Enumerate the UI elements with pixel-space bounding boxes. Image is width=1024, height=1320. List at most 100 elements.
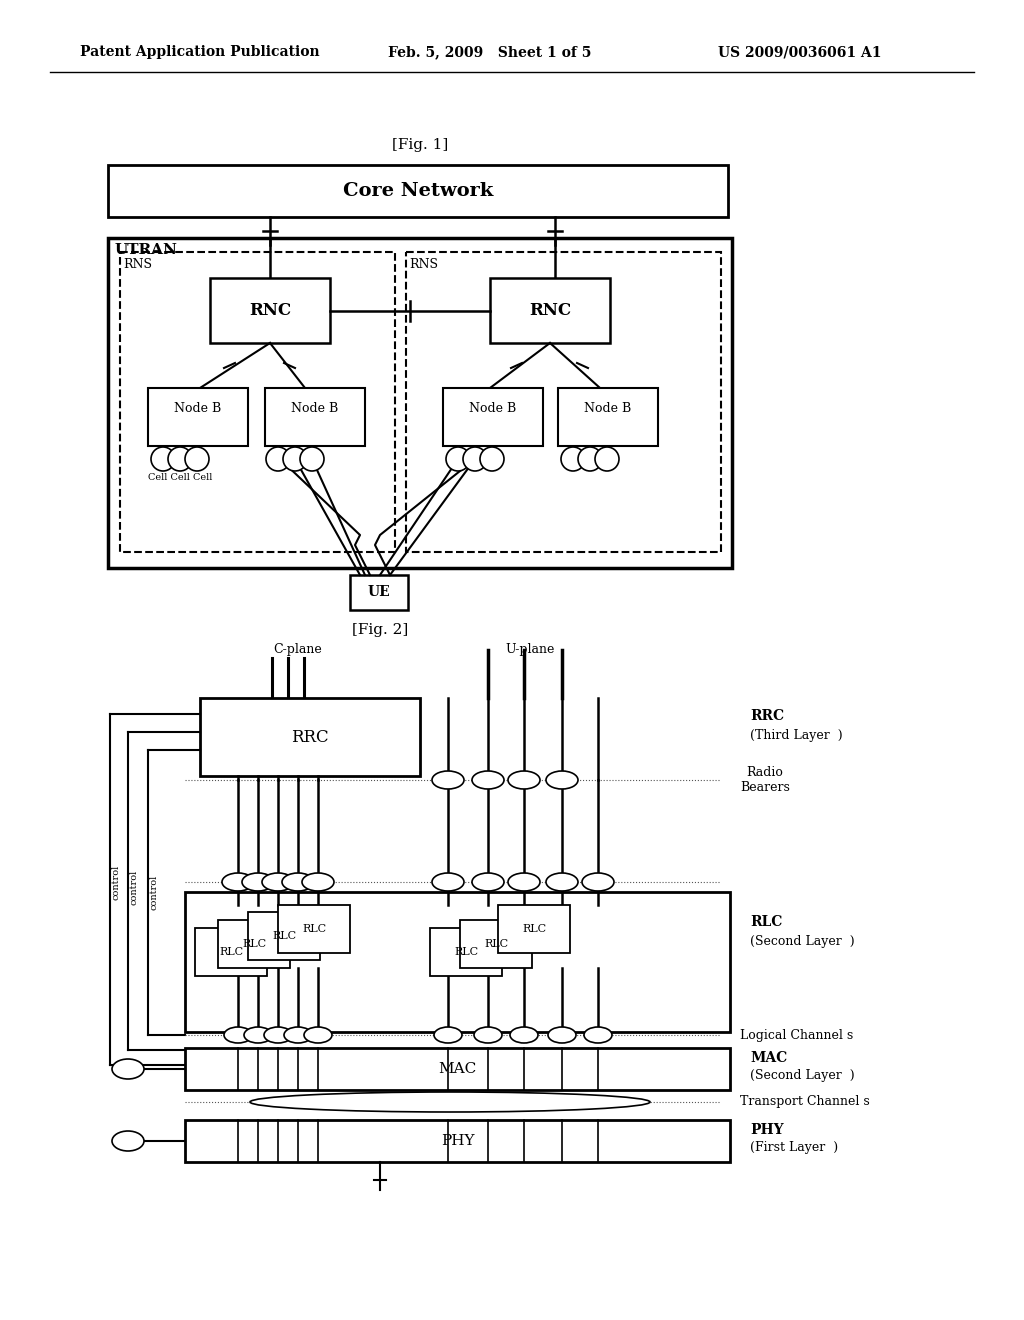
Bar	[108, 238, 732, 568]
Bar	[120, 252, 395, 552]
Text: US 2009/0036061 A1: US 2009/0036061 A1	[718, 45, 882, 59]
Bar	[185, 1119, 730, 1162]
Bar	[185, 892, 730, 1032]
Bar	[108, 165, 728, 216]
Ellipse shape	[300, 447, 324, 471]
Text: RRC: RRC	[291, 729, 329, 746]
Bar	[265, 388, 365, 446]
Text: Radio
Bearers: Radio Bearers	[740, 766, 790, 795]
Ellipse shape	[112, 1059, 144, 1078]
Ellipse shape	[480, 447, 504, 471]
Bar	[218, 920, 290, 968]
Text: Cell Cell Cell: Cell Cell Cell	[147, 474, 212, 483]
Ellipse shape	[224, 1027, 252, 1043]
Text: (Second Layer  ): (Second Layer )	[750, 1069, 855, 1082]
Text: Node B: Node B	[469, 401, 517, 414]
Ellipse shape	[508, 873, 540, 891]
Ellipse shape	[582, 873, 614, 891]
Bar	[490, 279, 610, 343]
Text: C-plane: C-plane	[273, 644, 323, 656]
Text: RNC: RNC	[249, 302, 291, 319]
Bar	[248, 912, 319, 960]
Bar	[498, 906, 570, 953]
Text: RLC: RLC	[302, 924, 326, 935]
Bar	[185, 1048, 730, 1090]
Text: RNS: RNS	[410, 257, 438, 271]
Text: RLC: RLC	[750, 915, 782, 929]
Bar	[460, 920, 532, 968]
Text: [Fig. 1]: [Fig. 1]	[392, 139, 449, 152]
Text: Feb. 5, 2009   Sheet 1 of 5: Feb. 5, 2009 Sheet 1 of 5	[388, 45, 592, 59]
Text: (Third Layer  ): (Third Layer )	[750, 730, 843, 742]
Ellipse shape	[242, 873, 274, 891]
Text: PHY: PHY	[440, 1134, 474, 1148]
Ellipse shape	[472, 873, 504, 891]
Text: (First Layer  ): (First Layer )	[750, 1142, 838, 1155]
Ellipse shape	[578, 447, 602, 471]
Text: control: control	[112, 865, 121, 900]
Text: RLC: RLC	[484, 939, 508, 949]
Ellipse shape	[595, 447, 618, 471]
Ellipse shape	[112, 1131, 144, 1151]
Bar	[443, 388, 543, 446]
Bar	[278, 906, 350, 953]
Text: RNS: RNS	[124, 257, 153, 271]
Bar	[406, 252, 721, 552]
Ellipse shape	[463, 447, 487, 471]
Bar	[195, 928, 267, 975]
Bar	[558, 388, 658, 446]
Bar	[210, 279, 330, 343]
Ellipse shape	[304, 1027, 332, 1043]
Ellipse shape	[264, 1027, 292, 1043]
Text: RLC: RLC	[242, 939, 266, 949]
Ellipse shape	[283, 447, 307, 471]
Text: U-plane: U-plane	[505, 644, 555, 656]
Ellipse shape	[250, 1092, 650, 1111]
Ellipse shape	[508, 771, 540, 789]
Text: Node B: Node B	[174, 401, 221, 414]
Text: RLC: RLC	[219, 946, 243, 957]
Ellipse shape	[222, 873, 254, 891]
Ellipse shape	[168, 447, 193, 471]
Ellipse shape	[185, 447, 209, 471]
Text: control: control	[129, 870, 138, 904]
Text: RLC: RLC	[522, 924, 546, 935]
Text: Core Network: Core Network	[343, 182, 494, 201]
Text: RLC: RLC	[454, 946, 478, 957]
Text: (Second Layer  ): (Second Layer )	[750, 936, 855, 949]
Text: Node B: Node B	[292, 401, 339, 414]
Ellipse shape	[446, 447, 470, 471]
Ellipse shape	[262, 873, 294, 891]
Text: Patent Application Publication: Patent Application Publication	[80, 45, 319, 59]
Ellipse shape	[546, 771, 578, 789]
Bar	[200, 698, 420, 776]
Ellipse shape	[510, 1027, 538, 1043]
Ellipse shape	[432, 873, 464, 891]
Bar	[148, 388, 248, 446]
Text: RLC: RLC	[272, 931, 296, 941]
Ellipse shape	[432, 771, 464, 789]
Text: MAC: MAC	[750, 1051, 787, 1065]
Ellipse shape	[282, 873, 314, 891]
Bar	[350, 576, 408, 610]
Text: Node B: Node B	[585, 401, 632, 414]
Text: UTRAN: UTRAN	[115, 243, 177, 257]
Ellipse shape	[434, 1027, 462, 1043]
Ellipse shape	[584, 1027, 612, 1043]
Bar	[430, 928, 502, 975]
Text: control: control	[150, 874, 159, 909]
Ellipse shape	[546, 873, 578, 891]
Text: PHY: PHY	[750, 1123, 783, 1137]
Ellipse shape	[474, 1027, 502, 1043]
Text: [Fig. 2]: [Fig. 2]	[352, 623, 409, 638]
Ellipse shape	[266, 447, 290, 471]
Ellipse shape	[561, 447, 585, 471]
Ellipse shape	[151, 447, 175, 471]
Text: RNC: RNC	[529, 302, 571, 319]
Text: UE: UE	[368, 586, 390, 599]
Text: Transport Channel s: Transport Channel s	[740, 1096, 869, 1109]
Ellipse shape	[548, 1027, 575, 1043]
Text: RRC: RRC	[750, 709, 784, 723]
Ellipse shape	[302, 873, 334, 891]
Ellipse shape	[472, 771, 504, 789]
